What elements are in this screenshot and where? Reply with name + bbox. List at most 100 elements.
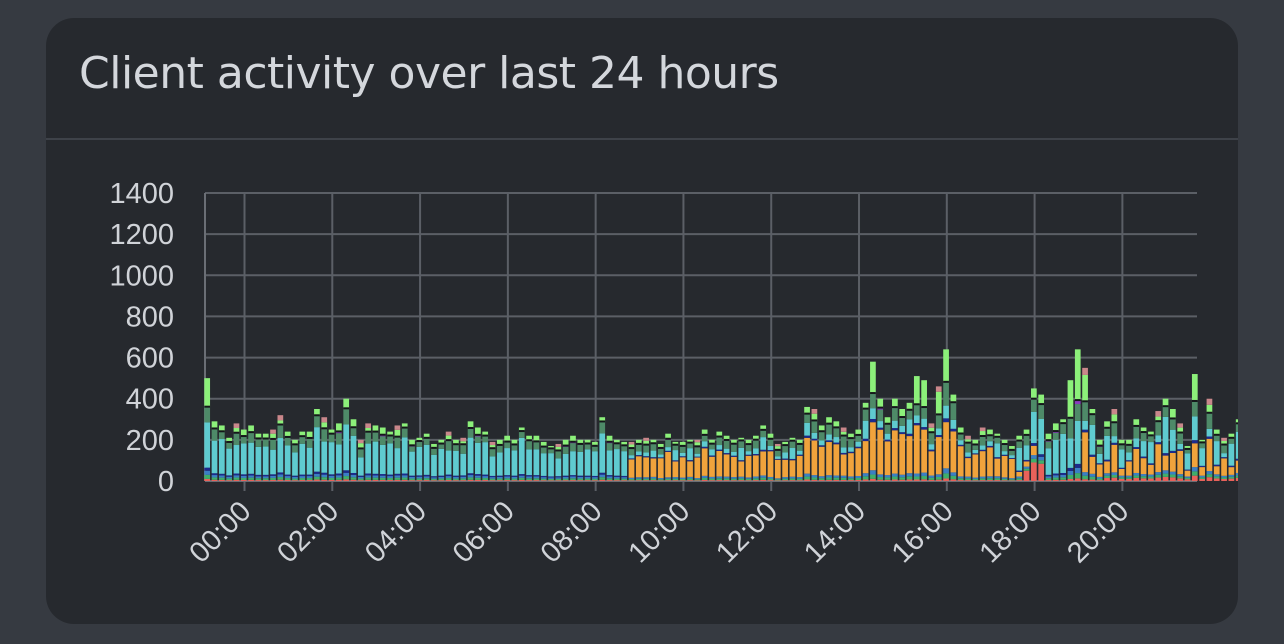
bar-segment-green bbox=[635, 478, 642, 481]
bar-segment-orange bbox=[1118, 468, 1125, 476]
bar-segment-green bbox=[540, 478, 547, 481]
bar-segment-lime bbox=[409, 439, 415, 446]
bar-segment-lime bbox=[423, 433, 430, 438]
bar-segment-lime bbox=[745, 439, 752, 445]
bar-segment-red bbox=[1228, 478, 1235, 481]
bar-segment-sage bbox=[796, 443, 803, 451]
bar-segment-navy bbox=[628, 458, 635, 460]
bar-segment-sage bbox=[738, 440, 745, 448]
bar-stack bbox=[1140, 427, 1147, 481]
bar-segment-sage bbox=[716, 436, 723, 446]
bar-segment-blue bbox=[965, 476, 971, 479]
bar-segment-navy bbox=[438, 475, 445, 477]
bar-segment-green bbox=[204, 474, 211, 479]
bar-separator bbox=[745, 443, 752, 446]
bar-segment-green bbox=[475, 477, 481, 480]
bar-segment-red bbox=[716, 480, 723, 481]
bar-stack bbox=[921, 380, 927, 481]
bar-segment-green bbox=[1177, 476, 1184, 479]
bar-segment-green bbox=[679, 478, 686, 481]
bar-segment-navy bbox=[979, 449, 986, 452]
bar-segment-blue bbox=[350, 474, 357, 478]
bar-segment-lime bbox=[738, 437, 745, 441]
bar-segment-red bbox=[599, 479, 606, 481]
bar-segment-orange bbox=[701, 448, 708, 476]
bar-segment-teal bbox=[1038, 418, 1045, 455]
bar-segment-teal bbox=[987, 441, 993, 446]
bar-separator bbox=[1133, 424, 1140, 427]
bar-segment-teal bbox=[782, 452, 788, 459]
bar-segment-blue bbox=[270, 475, 276, 478]
bar-segment-sage bbox=[453, 444, 459, 451]
bar-segment-teal bbox=[657, 454, 664, 458]
activity-chart: 0 200 400 600 800 1000 1200 1400 00:00 02:00 04:0… bbox=[109, 178, 1238, 569]
bar-separator bbox=[1016, 439, 1023, 442]
bar-segment-teal bbox=[738, 447, 745, 461]
bar-separator bbox=[1038, 403, 1045, 406]
bar-segment-sage bbox=[621, 445, 628, 452]
bar-separator bbox=[343, 407, 350, 410]
bar-separator bbox=[518, 430, 525, 433]
bar-segment-red bbox=[943, 478, 949, 481]
bar-separator bbox=[218, 430, 225, 433]
bar-segment-red bbox=[643, 480, 649, 481]
bar-segment-teal bbox=[687, 448, 693, 461]
bar-separator bbox=[1118, 443, 1125, 446]
bar-segment-red bbox=[321, 479, 328, 481]
bar-segment-rose bbox=[365, 423, 371, 429]
bar-stack bbox=[665, 433, 671, 481]
bar-segment-blue bbox=[438, 476, 445, 479]
bar-stack bbox=[760, 425, 767, 481]
bar-segment-blue bbox=[526, 476, 532, 479]
bar-segment-blue bbox=[935, 474, 942, 477]
bar-segment-green bbox=[314, 476, 320, 480]
bar-segment-blue bbox=[877, 474, 884, 478]
bar-stack bbox=[826, 417, 832, 481]
bar-segment-blue bbox=[1155, 472, 1162, 475]
bar-segment-teal bbox=[365, 443, 371, 474]
bar-segment-teal bbox=[292, 452, 298, 476]
bar-segment-green bbox=[592, 478, 598, 481]
bar-segment-sage bbox=[1089, 414, 1096, 425]
bar-separator bbox=[321, 427, 328, 430]
bar-segment-navy bbox=[423, 474, 430, 477]
bar-segment-blue bbox=[621, 477, 628, 479]
bar-segment-green bbox=[577, 478, 584, 481]
bar-segment-orange bbox=[1016, 471, 1023, 477]
bar-segment-blue bbox=[1001, 477, 1008, 479]
bar-segment-orange bbox=[1170, 453, 1176, 472]
bar-segment-lime bbox=[475, 427, 481, 435]
bar-segment-red bbox=[950, 479, 957, 481]
bar-segment-navy bbox=[643, 456, 649, 458]
bar-segment-teal bbox=[540, 453, 547, 476]
bar-segment-teal bbox=[665, 447, 671, 451]
bar-segment-red bbox=[782, 480, 788, 481]
bar-segment-lime bbox=[1016, 435, 1023, 441]
bar-segment-sage bbox=[1199, 442, 1205, 449]
bar-segment-rose bbox=[394, 425, 401, 430]
bar-stack bbox=[628, 441, 635, 481]
bar-segment-lime bbox=[1089, 409, 1096, 415]
bar-stack bbox=[877, 398, 884, 481]
bar-segment-blue bbox=[336, 475, 342, 478]
bar-segment-lime bbox=[892, 398, 898, 408]
bar-segment-sage bbox=[1170, 418, 1176, 430]
bar-segment-red bbox=[1074, 478, 1081, 481]
bar-stack bbox=[848, 433, 854, 481]
bar-segment-lime bbox=[848, 433, 854, 439]
bar-segment-blue bbox=[1191, 467, 1198, 472]
bar-segment-sage bbox=[240, 436, 247, 444]
bar-segment-lime bbox=[321, 422, 328, 429]
bar-separator bbox=[1177, 431, 1184, 434]
bar-stack bbox=[1111, 409, 1118, 481]
bar-segment-green bbox=[774, 479, 781, 481]
bar-segment-green bbox=[818, 478, 825, 481]
bar-stack bbox=[965, 435, 971, 481]
bar-segment-green bbox=[518, 477, 525, 480]
bar-separator bbox=[1148, 434, 1154, 437]
bar-segment-blue bbox=[1133, 472, 1140, 476]
bar-segment-teal bbox=[1016, 447, 1023, 471]
bar-segment-red bbox=[1191, 475, 1198, 481]
bar-segment-navy bbox=[899, 432, 906, 435]
bar-segment-orange bbox=[833, 444, 840, 476]
